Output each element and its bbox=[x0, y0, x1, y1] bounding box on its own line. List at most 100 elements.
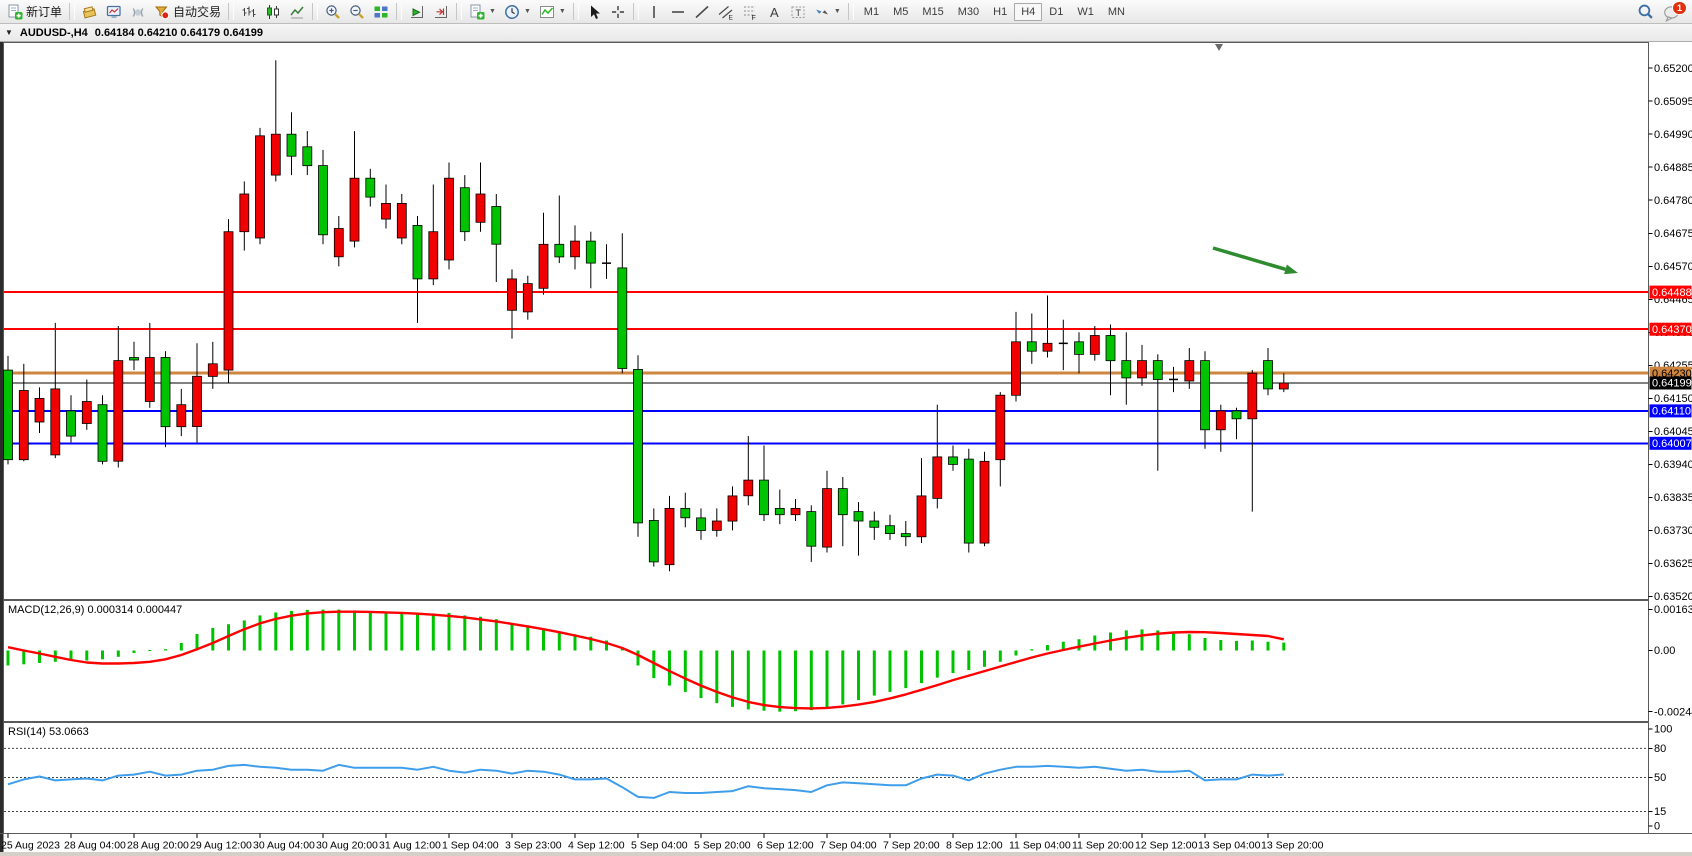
rsi-tick-label: 100 bbox=[1654, 724, 1672, 736]
timeframe-mn-button[interactable]: MN bbox=[1101, 3, 1132, 21]
autoscroll-icon bbox=[409, 4, 425, 20]
toolbar-separator bbox=[573, 3, 579, 20]
timeframe-h1-button[interactable]: H1 bbox=[986, 3, 1014, 21]
time-tick-label: 13 Sep 20:00 bbox=[1261, 840, 1324, 852]
fibonacci-button[interactable]: F bbox=[738, 0, 762, 24]
window-bottom-edge bbox=[0, 852, 1692, 856]
price-tag-0.64370: 0.64370 bbox=[1652, 324, 1692, 336]
time-tick-label: 12 Sep 12:00 bbox=[1135, 840, 1198, 852]
price-tick-label: 0.63520 bbox=[1654, 591, 1692, 603]
vline-icon bbox=[646, 4, 662, 20]
zoomin-icon bbox=[325, 4, 341, 20]
time-tick-label: 5 Sep 20:00 bbox=[694, 840, 751, 852]
chartshift-icon bbox=[433, 4, 449, 20]
channel-button[interactable]: E bbox=[714, 0, 738, 24]
cursor-button[interactable] bbox=[582, 0, 606, 24]
new-order-button-label: 新订单 bbox=[26, 3, 62, 20]
timeframe-m30-button[interactable]: M30 bbox=[951, 3, 986, 21]
data-window-button[interactable] bbox=[102, 0, 126, 24]
svg-text:T: T bbox=[795, 7, 801, 17]
time-tick-label: 30 Aug 04:00 bbox=[253, 840, 315, 852]
price-tick-label: 0.64885 bbox=[1654, 162, 1692, 174]
time-tick-label: 11 Sep 04:00 bbox=[1009, 840, 1071, 852]
price-tick-label: 0.63625 bbox=[1654, 558, 1692, 570]
search-button[interactable] bbox=[1637, 3, 1654, 20]
toolbar-separator bbox=[396, 3, 402, 20]
zoom-out-button[interactable] bbox=[345, 0, 369, 24]
channel-icon: E bbox=[718, 4, 734, 20]
antenna-icon bbox=[130, 4, 146, 20]
timeframe-m1-button[interactable]: M1 bbox=[857, 3, 886, 21]
autotrading-button[interactable]: 自动交易 bbox=[150, 0, 225, 24]
trendline-button[interactable] bbox=[690, 0, 714, 24]
docplus-icon bbox=[469, 4, 485, 20]
price-tick-label: 0.65200 bbox=[1654, 63, 1692, 75]
line-chart-button[interactable] bbox=[285, 0, 309, 24]
toolbar-separator bbox=[848, 3, 854, 20]
tile-windows-button[interactable] bbox=[369, 0, 393, 24]
notification-badge: 1 bbox=[1672, 1, 1687, 15]
macd-label: MACD(12,26,9) 0.000314 0.000447 bbox=[8, 604, 182, 616]
market-watch-button[interactable] bbox=[78, 0, 102, 24]
notifications-button[interactable]: 1 bbox=[1663, 4, 1681, 20]
zoom-in-button[interactable] bbox=[321, 0, 345, 24]
signals-button[interactable] bbox=[126, 0, 150, 24]
price-tick-label: 0.63835 bbox=[1654, 492, 1692, 504]
textT-icon: T bbox=[790, 4, 806, 20]
autotrading-button-label: 自动交易 bbox=[173, 3, 221, 20]
macd-tick-label: -0.002442 bbox=[1654, 706, 1692, 718]
funnel-icon bbox=[154, 4, 170, 20]
text-button[interactable]: A bbox=[762, 0, 786, 24]
toolbar-separator bbox=[312, 3, 318, 20]
new-chart-button[interactable]: ▼ bbox=[465, 0, 500, 24]
chart-title-bar[interactable]: ▼ AUDUSD-,H4 0.64184 0.64210 0.64179 0.6… bbox=[0, 24, 1692, 42]
chart-symbol-timeframe: AUDUSD-,H4 bbox=[20, 27, 88, 39]
chart-background bbox=[0, 42, 1692, 856]
crosshair-button[interactable] bbox=[606, 0, 630, 24]
bar-chart-button[interactable] bbox=[237, 0, 261, 24]
tline-icon bbox=[694, 4, 710, 20]
svg-text:E: E bbox=[728, 14, 733, 20]
toolbar-separator bbox=[633, 3, 639, 20]
price-tick-label: 0.63730 bbox=[1654, 525, 1692, 537]
vertical-line-button[interactable] bbox=[642, 0, 666, 24]
price-tag-0.64199: 0.64199 bbox=[1652, 378, 1692, 390]
time-tick-label: 28 Aug 20:00 bbox=[127, 840, 189, 852]
window-left-edge bbox=[0, 42, 4, 856]
dropdown-arrow-icon[interactable]: ▼ bbox=[834, 8, 841, 15]
time-tick-label: 30 Aug 20:00 bbox=[316, 840, 378, 852]
auto-scroll-button[interactable] bbox=[405, 0, 429, 24]
indicator-icon bbox=[539, 4, 555, 20]
candlestick-chart-button[interactable] bbox=[261, 0, 285, 24]
chevron-down-icon[interactable]: ▼ bbox=[5, 28, 13, 37]
price-tick-label: 0.65095 bbox=[1654, 96, 1692, 108]
timeframe-d1-button[interactable]: D1 bbox=[1042, 3, 1070, 21]
timeframe-h4-button[interactable]: H4 bbox=[1014, 3, 1042, 21]
rsi-tick-label: 80 bbox=[1654, 743, 1666, 755]
dropdown-arrow-icon[interactable]: ▼ bbox=[524, 8, 531, 15]
cursor-icon bbox=[586, 4, 602, 20]
time-tick-label: 5 Sep 04:00 bbox=[631, 840, 688, 852]
time-tick-label: 25 Aug 2023 bbox=[1, 840, 60, 852]
shapes-button[interactable]: ▼ bbox=[810, 0, 845, 24]
timeframe-w1-button[interactable]: W1 bbox=[1070, 3, 1101, 21]
horizontal-line-button[interactable] bbox=[666, 0, 690, 24]
rsi-tick-label: 15 bbox=[1654, 806, 1666, 818]
dropdown-arrow-icon[interactable]: ▼ bbox=[559, 8, 566, 15]
price-tick-label: 0.64150 bbox=[1654, 393, 1692, 405]
rsi-label: RSI(14) 53.0663 bbox=[8, 726, 89, 738]
fibo-icon: F bbox=[742, 4, 758, 20]
timeframe-m15-button[interactable]: M15 bbox=[915, 3, 950, 21]
new-order-button[interactable]: 新订单 bbox=[3, 0, 66, 24]
price-tick-label: 0.64990 bbox=[1654, 129, 1692, 141]
time-tick-label: 6 Sep 12:00 bbox=[757, 840, 814, 852]
text-label-button[interactable]: T bbox=[786, 0, 810, 24]
chart-canvas[interactable]: 0.652000.650950.649900.648850.647800.646… bbox=[0, 42, 1692, 856]
indicators-button[interactable]: ▼ bbox=[535, 0, 570, 24]
goldbox-icon bbox=[82, 4, 98, 20]
timeframe-m5-button[interactable]: M5 bbox=[886, 3, 915, 21]
chart-shift-button[interactable] bbox=[429, 0, 453, 24]
dropdown-arrow-icon[interactable]: ▼ bbox=[489, 8, 496, 15]
periods-button[interactable]: ▼ bbox=[500, 0, 535, 24]
